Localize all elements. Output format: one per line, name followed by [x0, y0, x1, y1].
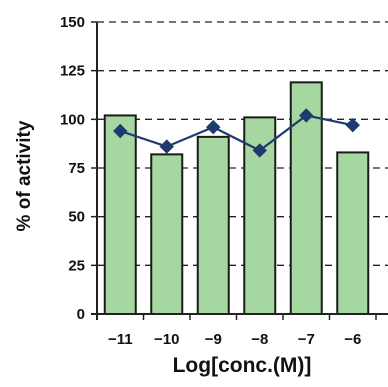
y-axis-title: % of activity [14, 120, 35, 231]
line-series [113, 108, 360, 158]
line-point--11 [113, 123, 128, 139]
x-tick-label--6: −6 [344, 331, 361, 348]
x-tick-label--8: −8 [251, 331, 268, 348]
bar--6 [336, 151, 370, 315]
line-point--8 [252, 143, 267, 158]
y-tick-label: 50 [68, 209, 85, 226]
y-tick-label: 75 [68, 160, 85, 177]
line-point--10 [159, 139, 174, 154]
line-point--6 [345, 117, 360, 133]
bar--10 [150, 153, 184, 315]
x-axis-title: Log[conc.(M)] [173, 354, 312, 377]
y-tick-label: 25 [68, 257, 85, 274]
bar--9 [196, 135, 230, 315]
y-tick-label: 125 [60, 63, 85, 80]
y-tick-label: 0 [77, 306, 85, 323]
bar-series [103, 81, 370, 315]
x-tick-label--10: −10 [154, 331, 179, 348]
y-tick-label: 100 [60, 111, 85, 128]
bar--11 [103, 114, 137, 315]
x-tick-label--7: −7 [298, 331, 315, 348]
line-point--9 [206, 119, 221, 135]
line-path [119, 114, 353, 152]
line-point--7 [299, 108, 314, 123]
tick-labels: 0 25 50 75 100 125 150 −11 −10 −9 −8 −7 −6 [60, 14, 361, 348]
x-tick-label--9: −9 [205, 331, 222, 348]
axes [91, 21, 388, 320]
x-tick-label--11: −11 [108, 331, 133, 348]
y-tick-label: 150 [60, 14, 85, 31]
